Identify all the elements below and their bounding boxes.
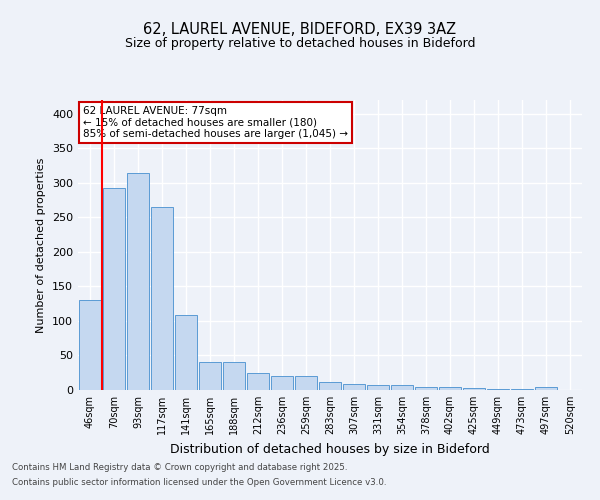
Bar	[271, 376, 293, 390]
Bar	[247, 372, 269, 390]
Text: 62 LAUREL AVENUE: 77sqm
← 15% of detached houses are smaller (180)
85% of semi-d: 62 LAUREL AVENUE: 77sqm ← 15% of detache…	[83, 106, 348, 139]
Bar	[343, 384, 365, 390]
Bar	[175, 316, 197, 390]
Y-axis label: Number of detached properties: Number of detached properties	[37, 158, 46, 332]
Bar	[79, 300, 101, 390]
Bar	[535, 387, 557, 390]
Bar	[223, 362, 245, 390]
Bar	[511, 388, 533, 390]
Bar	[319, 382, 341, 390]
Bar	[367, 385, 389, 390]
Bar	[103, 188, 125, 390]
Text: 62, LAUREL AVENUE, BIDEFORD, EX39 3AZ: 62, LAUREL AVENUE, BIDEFORD, EX39 3AZ	[143, 22, 457, 38]
Bar	[127, 172, 149, 390]
Bar	[391, 385, 413, 390]
Bar	[487, 388, 509, 390]
Bar	[295, 376, 317, 390]
Bar	[415, 386, 437, 390]
Text: Size of property relative to detached houses in Bideford: Size of property relative to detached ho…	[125, 38, 475, 51]
Bar	[199, 362, 221, 390]
X-axis label: Distribution of detached houses by size in Bideford: Distribution of detached houses by size …	[170, 442, 490, 456]
Text: Contains HM Land Registry data © Crown copyright and database right 2025.: Contains HM Land Registry data © Crown c…	[12, 463, 347, 472]
Bar	[151, 207, 173, 390]
Bar	[439, 386, 461, 390]
Text: Contains public sector information licensed under the Open Government Licence v3: Contains public sector information licen…	[12, 478, 386, 487]
Bar	[463, 388, 485, 390]
